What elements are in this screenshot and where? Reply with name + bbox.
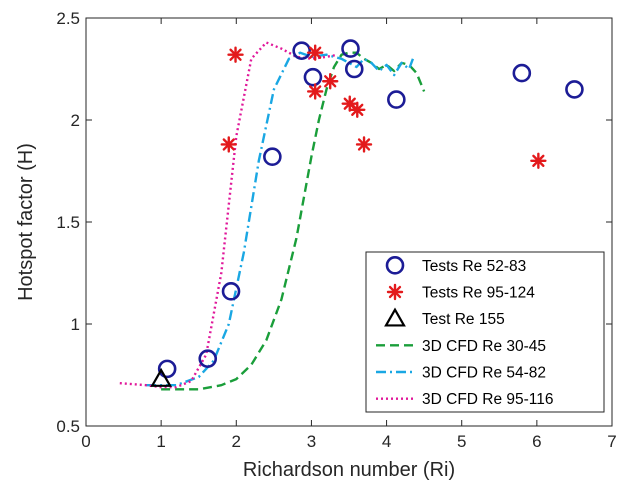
y-tick-label: 1: [71, 315, 80, 334]
legend-box: [365, 251, 605, 413]
y-tick-label: 1.5: [56, 213, 80, 232]
data-point: [565, 80, 584, 99]
x-tick-label: 0: [81, 432, 90, 451]
data-point: [227, 46, 244, 63]
legend-swatch: [385, 256, 405, 275]
data-point: [322, 73, 339, 90]
legend-swatch: [386, 283, 404, 301]
x-tick-label: 7: [607, 432, 616, 451]
data-point: [306, 83, 324, 100]
data-point: [220, 136, 237, 153]
legend-label: Tests Re 52-83: [422, 258, 526, 275]
x-tick-label: 4: [382, 432, 391, 451]
series-line-3d-cfd-re-95-116: [119, 41, 338, 389]
legend-label: Tests Re 95-124: [422, 285, 535, 302]
data-point: [221, 282, 241, 301]
legend-label: 3D CFD Re 30-45: [422, 338, 546, 355]
legend-entry: 3D CFD Re 30-45: [376, 338, 546, 355]
data-point: [303, 67, 323, 87]
x-axis-label: Richardson number (Ri): [243, 459, 455, 481]
data-point: [341, 39, 360, 58]
x-tick-label: 6: [532, 432, 541, 451]
legend-swatch: [384, 307, 406, 327]
series-layer: [119, 39, 584, 391]
y-tick-label: 0.5: [56, 417, 80, 436]
data-point: [530, 152, 547, 170]
plot-area: 0 1 2 3 4 5 6 7 0.5 1 1.5 2 2.5: [56, 9, 616, 451]
data-point: [344, 59, 364, 79]
data-point: [150, 367, 173, 387]
y-axis-label: Hotspot factor (H): [15, 143, 37, 301]
legend-label: 3D CFD Re 54-82: [422, 365, 546, 382]
x-tick-label: 5: [457, 432, 466, 451]
data-point: [157, 359, 177, 379]
legend: Tests Re 52-83 Tests Re 95-124 Test Re 155…: [365, 251, 605, 413]
x-tick-label: 2: [232, 432, 241, 451]
x-tick-label: 3: [307, 432, 316, 451]
legend-entry: Tests Re 95-124: [386, 283, 535, 302]
data-point: [306, 44, 324, 61]
legend-label: Test Re 155: [422, 311, 505, 328]
y-tick-label: 2.5: [56, 9, 80, 28]
x-tick-label: 1: [156, 432, 165, 451]
data-point: [349, 101, 366, 119]
ticks-layer: 0 1 2 3 4 5 6 7 0.5 1 1.5 2 2.5: [56, 9, 616, 451]
data-point: [355, 136, 373, 153]
data-point: [198, 349, 218, 368]
data-point: [387, 90, 406, 109]
data-point: [292, 41, 311, 60]
legend-entry: Test Re 155: [384, 307, 505, 328]
legend-label: 3D CFD Re 95-116: [422, 391, 554, 408]
legend-entry: 3D CFD Re 54-82: [376, 365, 546, 382]
data-point: [263, 147, 282, 167]
series-line-3d-cfd-re-54-82: [146, 51, 415, 387]
legend-entry: 3D CFD Re 95-116: [376, 391, 554, 408]
y-tick-label: 2: [71, 111, 80, 130]
data-point: [512, 63, 532, 83]
legend-entry: Tests Re 52-83: [385, 256, 526, 275]
